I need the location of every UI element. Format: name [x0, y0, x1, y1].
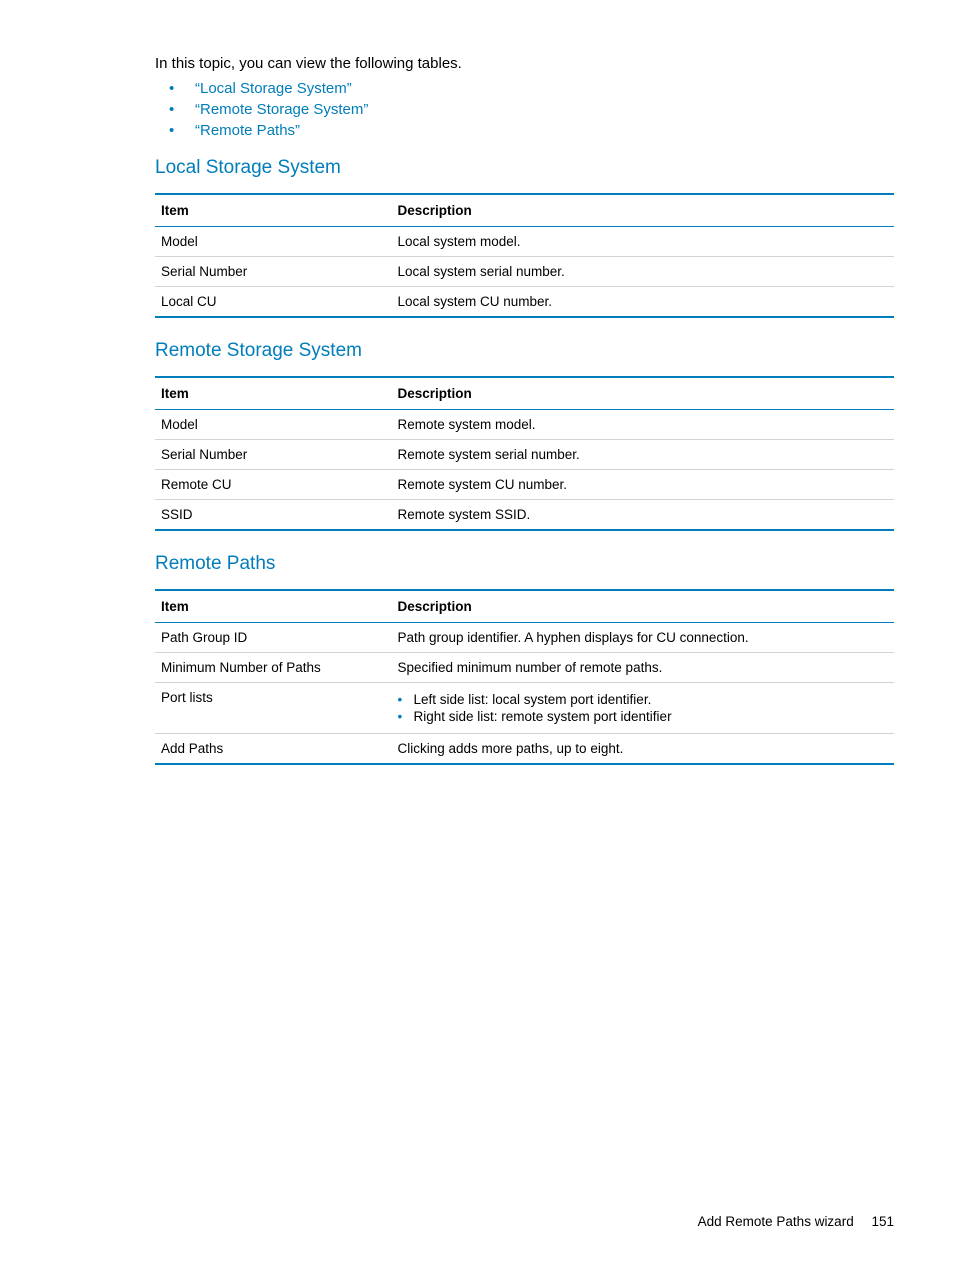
table-remote-storage: Item Description Model Remote system mod… — [155, 376, 894, 531]
cell-desc: Remote system model. — [391, 410, 894, 440]
heading-remote-storage: Remote Storage System — [155, 340, 894, 362]
cell-desc: Left side list: local system port identi… — [391, 683, 894, 734]
page-body: In this topic, you can view the followin… — [0, 0, 954, 765]
page-footer: Add Remote Paths wizard 151 — [698, 1214, 894, 1229]
cell-item: SSID — [155, 500, 391, 531]
cell-desc: Local system serial number. — [391, 257, 894, 287]
intro-text: In this topic, you can view the followin… — [155, 55, 894, 72]
table-header-row: Item Description — [155, 194, 894, 227]
cell-item: Port lists — [155, 683, 391, 734]
col-header-description: Description — [391, 377, 894, 410]
table-row: Serial Number Local system serial number… — [155, 257, 894, 287]
cell-item: Local CU — [155, 287, 391, 318]
cell-desc: Clicking adds more paths, up to eight. — [391, 734, 894, 765]
col-header-item: Item — [155, 194, 391, 227]
table-row: SSID Remote system SSID. — [155, 500, 894, 531]
table-row: Serial Number Remote system serial numbe… — [155, 440, 894, 470]
col-header-description: Description — [391, 590, 894, 623]
cell-desc: Local system CU number. — [391, 287, 894, 318]
toc-link-paths[interactable]: “Remote Paths” — [185, 122, 894, 139]
toc-list: “Local Storage System” “Remote Storage S… — [155, 80, 894, 139]
heading-remote-paths: Remote Paths — [155, 553, 894, 575]
cell-desc: Remote system SSID. — [391, 500, 894, 531]
table-header-row: Item Description — [155, 590, 894, 623]
list-item: Left side list: local system port identi… — [397, 692, 886, 707]
table-header-row: Item Description — [155, 377, 894, 410]
cell-item: Path Group ID — [155, 623, 391, 653]
footer-title: Add Remote Paths wizard — [698, 1214, 854, 1229]
cell-desc: Specified minimum number of remote paths… — [391, 653, 894, 683]
table-local-storage: Item Description Model Local system mode… — [155, 193, 894, 318]
table-row: Model Remote system model. — [155, 410, 894, 440]
heading-local-storage: Local Storage System — [155, 157, 894, 179]
col-header-item: Item — [155, 377, 391, 410]
table-row: Minimum Number of Paths Specified minimu… — [155, 653, 894, 683]
cell-item: Remote CU — [155, 470, 391, 500]
cell-desc: Local system model. — [391, 227, 894, 257]
toc-link-remote[interactable]: “Remote Storage System” — [185, 101, 894, 118]
table-row: Port lists Left side list: local system … — [155, 683, 894, 734]
port-lists-bullets: Left side list: local system port identi… — [397, 692, 886, 724]
col-header-item: Item — [155, 590, 391, 623]
cell-desc: Remote system CU number. — [391, 470, 894, 500]
cell-item: Model — [155, 410, 391, 440]
table-row: Path Group ID Path group identifier. A h… — [155, 623, 894, 653]
cell-item: Model — [155, 227, 391, 257]
cell-desc: Remote system serial number. — [391, 440, 894, 470]
table-row: Model Local system model. — [155, 227, 894, 257]
cell-item: Serial Number — [155, 440, 391, 470]
table-row: Local CU Local system CU number. — [155, 287, 894, 318]
cell-item: Serial Number — [155, 257, 391, 287]
table-row: Remote CU Remote system CU number. — [155, 470, 894, 500]
table-remote-paths: Item Description Path Group ID Path grou… — [155, 589, 894, 765]
cell-item: Minimum Number of Paths — [155, 653, 391, 683]
footer-page-number: 151 — [871, 1214, 894, 1229]
list-item: Right side list: remote system port iden… — [397, 709, 886, 724]
cell-desc: Path group identifier. A hyphen displays… — [391, 623, 894, 653]
table-row: Add Paths Clicking adds more paths, up t… — [155, 734, 894, 765]
cell-item: Add Paths — [155, 734, 391, 765]
toc-link-local[interactable]: “Local Storage System” — [185, 80, 894, 97]
col-header-description: Description — [391, 194, 894, 227]
